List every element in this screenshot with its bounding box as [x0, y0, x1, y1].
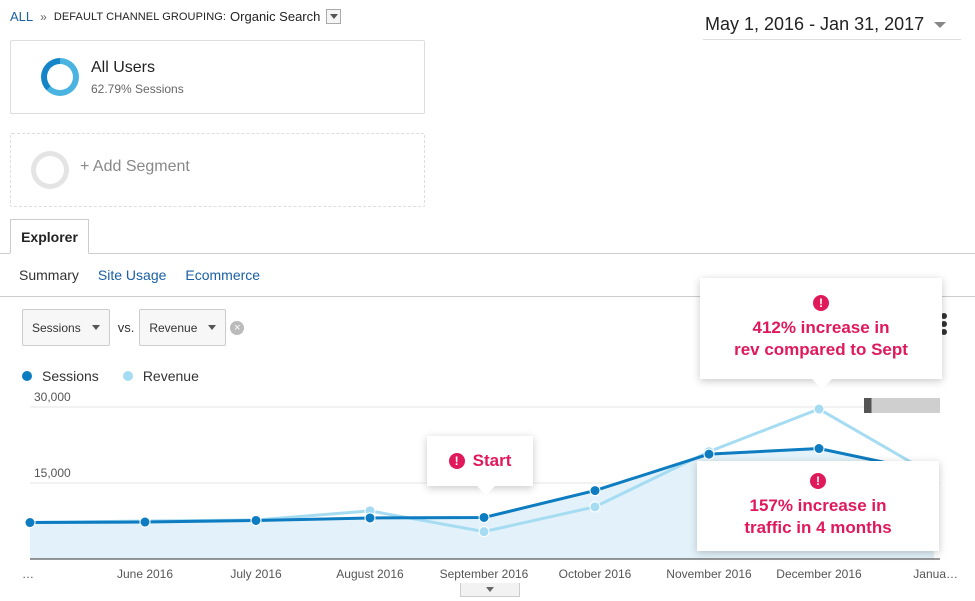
- exclamation-icon: !: [813, 295, 829, 311]
- start-callout: ! Start: [427, 436, 533, 495]
- x-tick-label: September 2016: [440, 567, 529, 581]
- y-tick-label: 15,000: [34, 466, 71, 480]
- tab-explorer[interactable]: Explorer: [10, 219, 89, 254]
- exclamation-icon: !: [448, 453, 465, 469]
- primary-metric-label: Sessions: [32, 320, 81, 335]
- sessions-point: [139, 516, 151, 528]
- chevron-down-icon[interactable]: [326, 9, 342, 24]
- breadcrumb-dimension: DEFAULT CHANNEL GROUPING:: [53, 10, 227, 23]
- x-tick-label: December 2016: [776, 567, 862, 581]
- subtab-divider: [0, 296, 975, 297]
- revenue-callout-line1: 412% increase in: [752, 318, 890, 337]
- legend-revenue-dot: [122, 371, 133, 381]
- x-tick-label: Janua…: [913, 567, 958, 581]
- revenue-point: [813, 403, 825, 415]
- segment-name: All Users: [91, 59, 156, 76]
- traffic-callout: ! 157% increase in traffic in 4 months: [697, 461, 939, 551]
- x-tick-label: July 2016: [230, 567, 282, 581]
- segment-donut-icon: [41, 58, 79, 96]
- date-range-label: May 1, 2016 - Jan 31, 2017: [705, 14, 925, 34]
- legend-revenue-label: Revenue: [142, 368, 199, 384]
- subtab-ecommerce[interactable]: Ecommerce: [185, 267, 261, 283]
- more-options-icon[interactable]: [940, 313, 948, 339]
- secondary-metric-select[interactable]: Revenue: [139, 309, 227, 346]
- x-tick-label: October 2016: [559, 567, 632, 581]
- subtab-summary[interactable]: Summary: [19, 267, 79, 283]
- breadcrumb-all-link[interactable]: ALL: [10, 9, 34, 24]
- x-tick-label: November 2016: [666, 567, 752, 581]
- secondary-metric-label: Revenue: [149, 320, 198, 335]
- segment-all-users[interactable]: All Users 62.79% Sessions: [10, 40, 425, 114]
- chevron-down-icon: [208, 325, 217, 330]
- x-tick-label: June 2016: [117, 567, 173, 581]
- chart-legend: Sessions Revenue: [22, 368, 223, 384]
- y-tick-label: 30,000: [34, 390, 71, 404]
- empty-segment-icon: [31, 151, 69, 189]
- start-callout-label: Start: [472, 451, 512, 470]
- legend-sessions-dot: [22, 371, 32, 381]
- tab-divider: [0, 253, 975, 254]
- sessions-point: [589, 485, 601, 497]
- explorer-subtabs: Summary Site Usage Ecommerce: [19, 267, 279, 283]
- exclamation-icon: !: [810, 473, 826, 489]
- segment-subtitle: 62.79% Sessions: [91, 82, 184, 96]
- traffic-callout-line1: 157% increase in: [749, 496, 887, 515]
- clear-icon[interactable]: ×: [230, 320, 245, 335]
- revenue-point: [589, 501, 601, 513]
- chart-collapse-toggle[interactable]: [460, 583, 520, 597]
- revenue-callout-line2: rev compared to Sept: [734, 340, 908, 359]
- sessions-point: [24, 517, 36, 529]
- redacted-axis-value: [864, 398, 940, 413]
- sessions-point: [478, 511, 490, 523]
- metric-selector-row: Sessions vs. Revenue ×: [22, 309, 245, 346]
- revenue-callout: ! 412% increase in rev compared to Sept: [700, 278, 942, 389]
- traffic-callout-line2: traffic in 4 months: [744, 518, 892, 537]
- date-range-picker[interactable]: May 1, 2016 - Jan 31, 2017: [703, 10, 961, 40]
- x-tick-label: August 2016: [336, 567, 404, 581]
- sessions-point: [813, 443, 825, 455]
- breadcrumb-value: Organic Search: [230, 9, 321, 24]
- primary-metric-select[interactable]: Sessions: [22, 309, 110, 346]
- subtab-site-usage[interactable]: Site Usage: [97, 267, 167, 283]
- breadcrumb-separator: »: [40, 9, 47, 24]
- revenue-point: [478, 526, 490, 538]
- sessions-point: [703, 448, 715, 460]
- sessions-point: [250, 514, 262, 526]
- add-segment-label: + Add Segment: [80, 158, 190, 175]
- legend-item-sessions[interactable]: Sessions: [22, 368, 99, 384]
- sessions-point: [364, 512, 376, 524]
- vs-label: vs.: [117, 320, 135, 335]
- breadcrumb: ALL » DEFAULT CHANNEL GROUPING: Organic …: [10, 9, 342, 24]
- chevron-down-icon: [91, 325, 100, 330]
- legend-item-revenue[interactable]: Revenue: [122, 368, 199, 384]
- chevron-down-icon: [934, 21, 947, 28]
- add-segment-button[interactable]: + Add Segment: [10, 133, 425, 207]
- x-tick-label: …: [22, 567, 34, 581]
- legend-sessions-label: Sessions: [42, 368, 99, 384]
